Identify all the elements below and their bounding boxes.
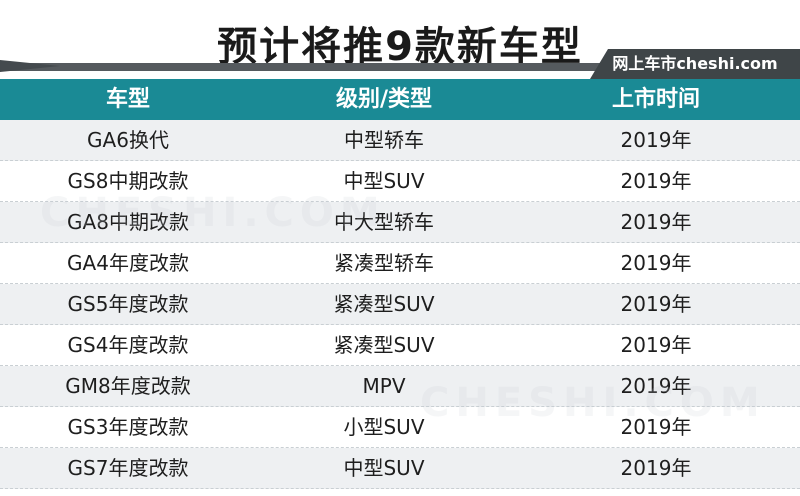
table-row: GM8年度改款 MPV 2019年 [0, 366, 800, 407]
cell-model: GA8中期改款 [67, 210, 189, 234]
table-row: GA4年度改款 紧凑型轿车 2019年 [0, 243, 800, 284]
header-class: 级别/类型 [335, 87, 433, 112]
brand-label: 网上车市cheshi.com [590, 49, 800, 79]
cell-model: GA6换代 [87, 128, 169, 152]
car-model-table: 车型 级别/类型 上市时间 GA6换代 中型轿车 2019年 GS8中期改款 中… [0, 79, 800, 489]
cell-model: GS3年度改款 [67, 415, 189, 439]
cell-class: 中大型轿车 [334, 210, 434, 234]
cell-model: GA4年度改款 [67, 251, 189, 275]
table-row: GS5年度改款 紧凑型SUV 2019年 [0, 284, 800, 325]
cell-launch: 2019年 [620, 415, 692, 439]
header-launch: 上市时间 [611, 87, 700, 112]
cell-model: GS5年度改款 [67, 292, 189, 316]
band-arrow [0, 60, 60, 72]
cell-class: 中型SUV [343, 456, 425, 480]
cell-launch: 2019年 [620, 374, 692, 398]
cell-launch: 2019年 [620, 251, 692, 275]
cell-class: 紧凑型SUV [333, 292, 435, 316]
cell-launch: 2019年 [620, 333, 692, 357]
cell-class: MPV [362, 374, 406, 398]
band-line [0, 63, 800, 71]
table-row: GS4年度改款 紧凑型SUV 2019年 [0, 325, 800, 366]
cell-model: GS7年度改款 [67, 456, 189, 480]
page-title: 预计将推9款新车型 [217, 24, 583, 70]
cell-class: 紧凑型SUV [333, 333, 435, 357]
table-row: GA8中期改款 中大型轿车 2019年 [0, 202, 800, 243]
cell-model: GS4年度改款 [67, 333, 189, 357]
cell-launch: 2019年 [620, 169, 692, 193]
table-row: GA6换代 中型轿车 2019年 [0, 120, 800, 161]
cell-model: GS8中期改款 [67, 169, 189, 193]
header-band: 网上车市cheshi.com [0, 49, 800, 79]
cell-class: 紧凑型轿车 [334, 251, 434, 275]
cell-class: 中型SUV [343, 169, 425, 193]
cell-model: GM8年度改款 [65, 374, 191, 398]
table-row: GS3年度改款 小型SUV 2019年 [0, 407, 800, 448]
cell-launch: 2019年 [620, 210, 692, 234]
cell-launch: 2019年 [620, 292, 692, 316]
cell-class: 小型SUV [343, 415, 425, 439]
table-row: GS7年度改款 中型SUV 2019年 [0, 448, 800, 489]
cell-class: 中型轿车 [344, 128, 424, 152]
cell-launch: 2019年 [620, 456, 692, 480]
cell-launch: 2019年 [620, 128, 692, 152]
table-header: 车型 级别/类型 上市时间 [0, 79, 800, 120]
table-row: GS8中期改款 中型SUV 2019年 [0, 161, 800, 202]
header-model: 车型 [105, 87, 150, 112]
